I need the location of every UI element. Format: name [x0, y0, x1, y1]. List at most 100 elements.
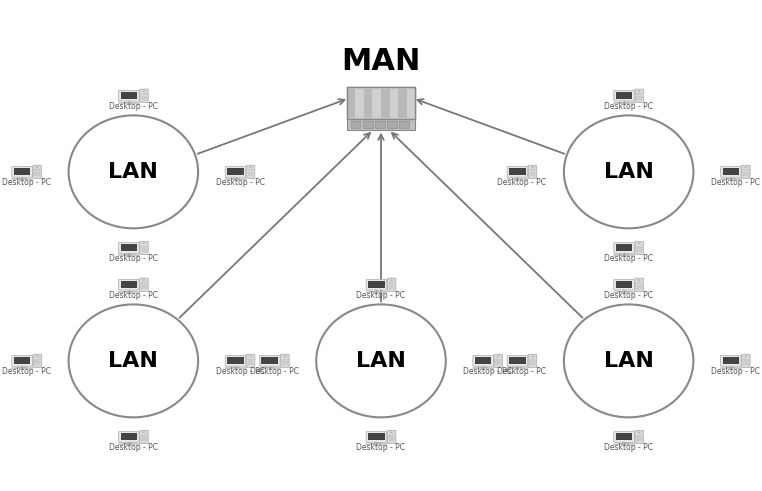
FancyBboxPatch shape [139, 430, 148, 444]
FancyBboxPatch shape [367, 432, 387, 442]
Text: Desktop - PC: Desktop - PC [498, 178, 546, 187]
Text: Desktop - PC: Desktop - PC [2, 178, 51, 187]
FancyBboxPatch shape [119, 279, 139, 290]
Text: LAN: LAN [604, 162, 654, 182]
Bar [351, 121, 360, 129]
Bar [389, 88, 398, 118]
FancyBboxPatch shape [614, 432, 635, 442]
Text: Desktop - PC: Desktop - PC [109, 291, 158, 300]
FancyBboxPatch shape [614, 279, 635, 290]
FancyBboxPatch shape [347, 87, 415, 119]
Bar [363, 121, 373, 129]
Bar [616, 92, 632, 99]
Text: Desktop - PC: Desktop - PC [109, 254, 158, 263]
FancyBboxPatch shape [473, 355, 494, 366]
FancyBboxPatch shape [225, 179, 246, 180]
FancyBboxPatch shape [366, 292, 387, 293]
FancyBboxPatch shape [614, 90, 635, 101]
Text: MAN: MAN [341, 47, 421, 76]
Bar [722, 168, 739, 175]
Bar [373, 88, 381, 118]
FancyBboxPatch shape [635, 430, 643, 444]
FancyBboxPatch shape [12, 355, 33, 366]
Text: Desktop - PC: Desktop - PC [498, 367, 546, 376]
FancyBboxPatch shape [226, 355, 246, 366]
FancyBboxPatch shape [139, 89, 148, 103]
FancyBboxPatch shape [613, 444, 635, 445]
Bar [347, 119, 415, 130]
FancyBboxPatch shape [720, 368, 741, 369]
Text: Desktop - PC: Desktop - PC [250, 367, 299, 376]
Bar [399, 121, 409, 129]
FancyBboxPatch shape [635, 241, 643, 255]
Bar [120, 92, 137, 99]
Bar [120, 433, 137, 440]
Bar [381, 88, 389, 118]
Circle shape [639, 432, 640, 433]
FancyBboxPatch shape [635, 89, 643, 103]
FancyBboxPatch shape [246, 354, 255, 368]
Text: Desktop - PC: Desktop - PC [604, 102, 653, 110]
Text: Desktop - PC: Desktop - PC [357, 291, 405, 300]
FancyBboxPatch shape [613, 255, 635, 256]
Text: Desktop - PC: Desktop - PC [604, 443, 653, 452]
Bar [120, 281, 137, 288]
Text: Desktop - PC: Desktop - PC [463, 367, 512, 376]
Bar [14, 168, 30, 175]
Bar [368, 433, 385, 440]
FancyBboxPatch shape [119, 90, 139, 101]
FancyBboxPatch shape [118, 103, 139, 104]
Text: LAN: LAN [108, 351, 158, 371]
FancyBboxPatch shape [367, 279, 387, 290]
FancyBboxPatch shape [741, 354, 750, 368]
FancyBboxPatch shape [472, 368, 494, 369]
FancyBboxPatch shape [246, 165, 255, 179]
Bar [227, 357, 244, 364]
Bar [616, 433, 632, 440]
FancyBboxPatch shape [259, 368, 280, 369]
FancyBboxPatch shape [118, 255, 139, 256]
FancyBboxPatch shape [721, 166, 741, 177]
FancyBboxPatch shape [366, 444, 387, 445]
Text: Desktop - PC: Desktop - PC [711, 367, 760, 376]
Text: LAN: LAN [604, 351, 654, 371]
FancyBboxPatch shape [226, 166, 246, 177]
Bar [616, 244, 632, 251]
FancyBboxPatch shape [387, 430, 395, 444]
Circle shape [639, 243, 640, 244]
Bar [120, 244, 137, 251]
FancyBboxPatch shape [507, 368, 528, 369]
Text: Desktop - PC: Desktop - PC [711, 178, 760, 187]
FancyBboxPatch shape [33, 165, 41, 179]
FancyBboxPatch shape [387, 278, 395, 292]
Bar [375, 121, 385, 129]
Bar [387, 121, 397, 129]
FancyBboxPatch shape [11, 179, 33, 180]
FancyBboxPatch shape [528, 165, 536, 179]
FancyBboxPatch shape [613, 103, 635, 104]
Text: LAN: LAN [356, 351, 406, 371]
FancyBboxPatch shape [528, 354, 536, 368]
Text: Desktop - PC: Desktop - PC [604, 254, 653, 263]
FancyBboxPatch shape [12, 166, 33, 177]
Bar [509, 357, 526, 364]
FancyBboxPatch shape [139, 241, 148, 255]
Bar [722, 357, 739, 364]
Text: LAN: LAN [108, 162, 158, 182]
FancyBboxPatch shape [33, 354, 41, 368]
FancyBboxPatch shape [614, 243, 635, 253]
Text: Desktop - PC: Desktop - PC [109, 102, 158, 110]
FancyBboxPatch shape [11, 368, 33, 369]
FancyBboxPatch shape [635, 278, 643, 292]
FancyBboxPatch shape [613, 292, 635, 293]
FancyBboxPatch shape [720, 179, 741, 180]
FancyBboxPatch shape [507, 179, 528, 180]
Bar [368, 281, 385, 288]
Circle shape [391, 432, 392, 433]
Bar [14, 357, 30, 364]
FancyBboxPatch shape [118, 292, 139, 293]
Bar [227, 168, 244, 175]
FancyBboxPatch shape [741, 165, 750, 179]
Bar [261, 357, 278, 364]
Bar [364, 88, 373, 118]
